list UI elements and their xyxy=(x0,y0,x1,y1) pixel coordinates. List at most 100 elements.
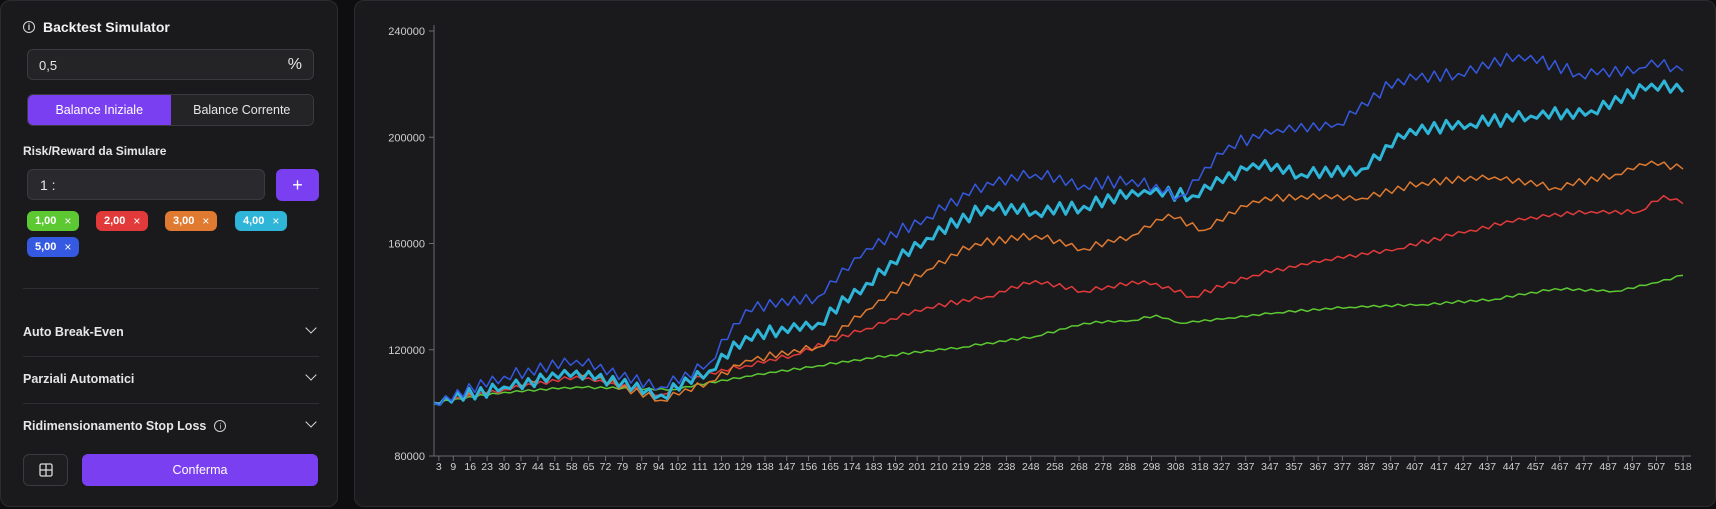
x-tick-label: 377 xyxy=(1334,461,1352,473)
x-tick-label: 387 xyxy=(1358,461,1376,473)
x-tick-label: 457 xyxy=(1527,461,1545,473)
x-tick-label: 156 xyxy=(800,461,818,473)
x-tick-label: 467 xyxy=(1551,461,1569,473)
x-tick-label: 258 xyxy=(1046,461,1064,473)
x-tick-label: 427 xyxy=(1454,461,1472,473)
percent-icon: % xyxy=(287,56,302,73)
x-tick-label: 174 xyxy=(843,461,861,473)
x-tick-label: 30 xyxy=(498,461,510,473)
x-tick-label: 23 xyxy=(481,461,493,473)
x-tick-label: 507 xyxy=(1648,461,1666,473)
divider xyxy=(23,356,319,357)
x-tick-label: 44 xyxy=(532,461,544,473)
x-tick-label: 318 xyxy=(1191,461,1209,473)
x-tick-label: 397 xyxy=(1382,461,1400,473)
series-line-3 xyxy=(433,160,1684,406)
accordion-parziali-automatici[interactable]: Parziali Automatici xyxy=(23,369,319,389)
ratio-chip: 1,00 × xyxy=(27,211,80,231)
x-tick-label: 357 xyxy=(1285,461,1303,473)
x-tick-label: 248 xyxy=(1022,461,1040,473)
x-tick-label: 138 xyxy=(756,461,774,473)
x-tick-label: 183 xyxy=(865,461,883,473)
y-tick-label: 80000 xyxy=(394,451,425,463)
x-tick-label: 308 xyxy=(1167,461,1185,473)
series-line-4 xyxy=(433,79,1685,406)
x-tick-label: 437 xyxy=(1479,461,1497,473)
x-tick-label: 497 xyxy=(1624,461,1642,473)
equity-chart-svg: 240000 200000 160000 120000 80000 3 9 16 23 30 37 4… xyxy=(388,25,1692,473)
close-icon[interactable]: × xyxy=(202,214,210,228)
divider xyxy=(23,403,319,404)
chip-label: 3,00 xyxy=(173,215,195,227)
chip-label: 1,00 xyxy=(35,215,57,227)
layout-grid-button[interactable] xyxy=(23,454,68,486)
x-tick-label: 51 xyxy=(549,461,561,473)
risk-reward-prefix: 1 : xyxy=(40,177,56,193)
x-tick-label: 16 xyxy=(464,461,476,473)
x-tick-label: 111 xyxy=(692,461,708,473)
x-tick-label: 9 xyxy=(450,461,456,473)
x-tick-label: 228 xyxy=(974,461,992,473)
x-tick-label: 447 xyxy=(1503,461,1521,473)
balance-toggle: Balance Iniziale Balance Corrente xyxy=(27,94,314,126)
accordion-label: Parziali Automatici xyxy=(23,372,135,386)
x-tick-label: 238 xyxy=(998,461,1016,473)
x-tick-label: 120 xyxy=(713,461,731,473)
chevron-down-icon xyxy=(305,369,317,381)
y-tick-label: 120000 xyxy=(388,345,425,357)
x-tick-label: 165 xyxy=(821,461,839,473)
close-icon[interactable]: × xyxy=(64,214,72,228)
x-tick-label: 129 xyxy=(734,461,752,473)
risk-reward-label: Risk/Reward da Simulare xyxy=(23,144,167,158)
x-tick-label: 37 xyxy=(515,461,527,473)
x-tick-label: 268 xyxy=(1070,461,1088,473)
y-tick-label: 240000 xyxy=(388,26,425,38)
close-icon[interactable]: × xyxy=(133,214,141,228)
risk-percent-input[interactable]: 0,5 % xyxy=(27,49,314,80)
chip-label: 2,00 xyxy=(104,215,126,227)
ratio-chip: 5,00 × xyxy=(27,237,80,257)
x-tick-label: 72 xyxy=(600,461,612,473)
x-tick-label: 417 xyxy=(1430,461,1448,473)
x-tick-label: 487 xyxy=(1599,461,1617,473)
x-tick-label: 288 xyxy=(1119,461,1137,473)
panel-header: i Backtest Simulator xyxy=(23,19,170,35)
accordion-ridimensionamento-stop-loss[interactable]: Ridimensionamento Stop Loss i xyxy=(23,416,319,436)
confirm-button[interactable]: Conferma xyxy=(82,454,318,486)
chip-label: 4,00 xyxy=(243,215,265,227)
x-tick-label: 347 xyxy=(1261,461,1279,473)
x-tick-label: 367 xyxy=(1309,461,1327,473)
backtest-panel: i Backtest Simulator 0,5 % Balance Inizi… xyxy=(0,0,338,507)
divider xyxy=(23,288,319,289)
x-tick-label: 298 xyxy=(1143,461,1161,473)
close-icon[interactable]: × xyxy=(64,240,72,254)
x-tick-label: 477 xyxy=(1575,461,1593,473)
tab-balance-corrente[interactable]: Balance Corrente xyxy=(170,95,313,125)
x-tick-label: 58 xyxy=(566,461,578,473)
x-tick-label: 94 xyxy=(653,461,665,473)
chip-label: 5,00 xyxy=(35,241,57,253)
accordion-label: Ridimensionamento Stop Loss xyxy=(23,419,207,433)
series-line-5 xyxy=(433,52,1684,407)
ratio-chip: 2,00 × xyxy=(96,211,149,231)
info-icon[interactable]: i xyxy=(214,420,227,432)
risk-reward-input[interactable]: 1 : xyxy=(27,169,265,200)
x-tick-label: 337 xyxy=(1237,461,1255,473)
tab-balance-iniziale[interactable]: Balance Iniziale xyxy=(28,95,171,125)
x-tick-label: 201 xyxy=(908,461,926,473)
x-tick-label: 518 xyxy=(1674,461,1692,473)
y-tick-label: 200000 xyxy=(388,132,425,144)
chevron-down-icon xyxy=(305,416,317,428)
info-icon[interactable]: i xyxy=(23,21,35,33)
ratio-chip: 4,00 × xyxy=(235,211,288,231)
close-icon[interactable]: × xyxy=(272,214,280,228)
accordion-auto-break-even[interactable]: Auto Break-Even xyxy=(23,322,319,342)
x-tick-label: 327 xyxy=(1213,461,1231,473)
risk-percent-value: 0,5 xyxy=(39,58,58,73)
chevron-down-icon xyxy=(305,322,317,334)
x-tick-label: 87 xyxy=(636,461,648,473)
x-tick-label: 147 xyxy=(778,461,796,473)
panel-title: Backtest Simulator xyxy=(43,19,170,35)
add-ratio-button[interactable]: + xyxy=(276,169,319,201)
x-tick-label: 278 xyxy=(1094,461,1112,473)
